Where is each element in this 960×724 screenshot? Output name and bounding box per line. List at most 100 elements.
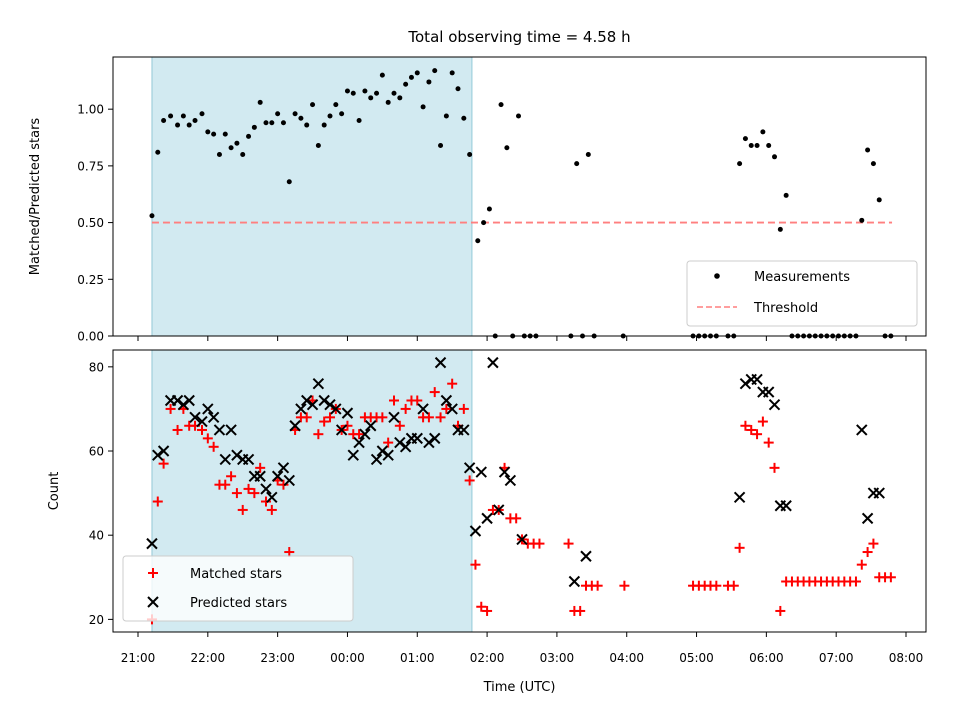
matched-star-point (734, 542, 745, 553)
measurement-point (180, 113, 186, 119)
predicted-star-point (277, 462, 290, 474)
measurement-point (321, 122, 327, 128)
matched-star-point (400, 403, 411, 414)
matched-star-point (423, 412, 434, 423)
measurement-point (461, 115, 467, 121)
matched-star-point (746, 424, 757, 435)
matched-star-point (226, 471, 237, 482)
predicted-star-point (739, 377, 752, 390)
predicted-star-point (219, 453, 231, 466)
predicted-star-point (171, 394, 184, 407)
matched-star-point (575, 605, 586, 616)
matched-star-point (850, 576, 861, 587)
predicted-star-point (271, 470, 284, 482)
matched-star-point (769, 462, 780, 473)
x-tick-label: 05:00 (679, 651, 714, 665)
matched-star-point (868, 538, 879, 549)
measurement-point (516, 113, 522, 119)
predicted-star-point (429, 432, 441, 445)
measurement-point (766, 142, 772, 148)
bottom-y-tick-label: 20 (89, 613, 104, 627)
measurement-point (748, 142, 754, 148)
matched-star-point (377, 412, 388, 423)
measurement-point (292, 111, 298, 117)
matched-star-point (383, 437, 394, 448)
predicted-star-point (861, 512, 874, 525)
matched-star-point (740, 420, 751, 431)
matched-star-point (354, 429, 365, 440)
measurement-point (356, 118, 362, 124)
matched-star-point (152, 496, 163, 507)
predicted-star-point (335, 424, 348, 436)
predicted-star-point (498, 466, 511, 478)
measurement-point (481, 220, 487, 226)
top-legend-frame (686, 260, 918, 327)
predicted-star-point (481, 512, 493, 525)
measurement-point (199, 111, 205, 117)
predicted-star-point (394, 436, 406, 449)
matched-star-point (435, 412, 446, 423)
legend-label-measurements: Measurements (754, 270, 850, 285)
measurement-point (397, 95, 403, 101)
matched-star-point (278, 479, 289, 490)
predicted-star-point (353, 436, 365, 449)
bottom-y-tick-label: 80 (89, 360, 104, 374)
measurement-point (432, 68, 438, 74)
matched-star-point (231, 488, 242, 499)
measurement-point (234, 140, 240, 146)
top-axes-frame (112, 56, 927, 337)
measurement-point (362, 88, 368, 94)
predicted-star-point (873, 487, 885, 499)
measurement-point (275, 111, 281, 117)
measurement-point (246, 133, 252, 139)
predicted-star-point (152, 449, 164, 461)
matched-star-point (197, 424, 207, 435)
x-tick-label: 01:00 (400, 651, 435, 665)
measurement-point (269, 120, 275, 126)
predicted-star-point (254, 470, 266, 482)
legend-label-predicted: Predicted stars (190, 596, 287, 611)
predicted-star-point (370, 453, 383, 466)
predicted-star-point (213, 424, 226, 436)
top-observing-window (151, 56, 473, 337)
measurement-point (327, 113, 333, 119)
predicted-star-point (417, 403, 429, 415)
predicted-star-point (324, 399, 336, 411)
measurement-point (754, 142, 760, 148)
predicted-star-point (146, 537, 158, 550)
predicted-star-point (183, 394, 195, 407)
measurement-point (310, 102, 316, 108)
measurement-point (333, 102, 339, 108)
matched-star-point (301, 412, 312, 423)
predicted-star-point (446, 403, 458, 415)
measurement-point (414, 70, 420, 76)
matched-star-point (412, 395, 423, 406)
measurement-point (240, 152, 246, 158)
measurement-point (161, 118, 167, 124)
measurement-point (298, 115, 304, 121)
top-y-tick-label: 0.00 (77, 330, 104, 344)
measurement-point (783, 192, 789, 198)
matched-star-point (165, 403, 176, 414)
x-tick-label: 04:00 (609, 651, 644, 665)
predicted-star-point (469, 525, 482, 537)
top-legend: Measurements Threshold (686, 260, 918, 327)
matched-star-point (319, 416, 330, 427)
predicted-star-point (347, 449, 359, 461)
predicted-star-point (260, 483, 272, 495)
predicted-star-point (762, 386, 775, 398)
predicted-star-point (295, 403, 307, 415)
matched-star-point (862, 547, 873, 558)
bottom-y-tick-label: 60 (89, 445, 104, 459)
matched-star-point (441, 403, 452, 414)
top-y-tick-label: 0.50 (77, 216, 104, 230)
predicted-star-point (493, 504, 505, 516)
measurement-point (344, 88, 350, 94)
matched-star-point (249, 488, 260, 499)
x-tick-label: 22:00 (191, 651, 226, 665)
matched-star-point (342, 420, 353, 431)
top-y-tick-label: 1.00 (77, 103, 104, 117)
predicted-star-point (157, 445, 170, 457)
matched-star-point (208, 441, 219, 452)
measurement-point (438, 142, 444, 148)
